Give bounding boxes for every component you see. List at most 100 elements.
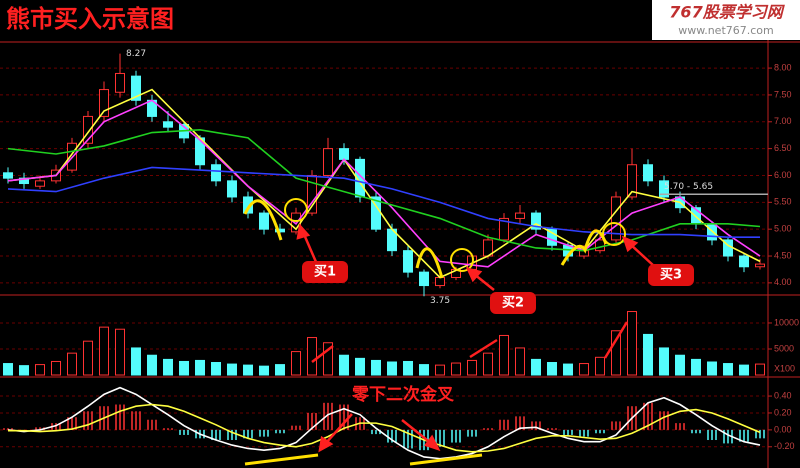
arrow-head	[621, 235, 639, 253]
candle-body	[3, 172, 13, 179]
volume-bar	[579, 363, 589, 376]
low-label: 3.75	[430, 296, 450, 306]
unit-label: X100	[774, 363, 795, 373]
arrow	[603, 321, 629, 359]
line-series	[7, 166, 760, 239]
volume-bar	[755, 363, 765, 376]
y-tick-label: 5.50	[774, 197, 792, 207]
candle-body	[243, 196, 253, 214]
candle-body	[227, 180, 237, 198]
arrows	[296, 223, 655, 453]
candle-body	[499, 217, 509, 241]
volume-bar	[547, 362, 557, 376]
y-tick-label: 8.00	[774, 62, 792, 72]
candle-body	[611, 196, 621, 241]
yellow-underline	[409, 453, 483, 466]
candle-body	[35, 180, 45, 187]
candle-body	[547, 228, 557, 246]
volume-bar	[499, 334, 509, 376]
volume-bar	[387, 361, 397, 376]
y-tick-label: 0.20	[774, 407, 792, 417]
yellow-arc	[415, 247, 444, 279]
yellow-circle	[284, 198, 308, 222]
candle-body	[259, 212, 269, 230]
volume-bar	[259, 365, 269, 376]
volume-bar	[307, 337, 317, 376]
yellow-arc	[243, 199, 283, 241]
volume-bar	[371, 359, 381, 376]
volume-bar	[339, 354, 349, 376]
volume-bar	[115, 328, 125, 376]
yellow-arc	[560, 229, 608, 266]
candle-body	[115, 72, 125, 93]
line-series	[7, 386, 761, 460]
candle-body	[419, 271, 429, 287]
arrow-head	[423, 434, 441, 452]
candle-body	[83, 115, 93, 144]
volume-bar	[147, 354, 157, 376]
yellow-circle	[450, 248, 474, 272]
volume-bar	[675, 354, 685, 376]
volume-bar	[323, 342, 333, 376]
candle-body	[739, 255, 749, 268]
candle-body	[659, 180, 669, 198]
volume-bar	[291, 351, 301, 376]
plot-area: 4.00 4.50 5.00 5.50 6.00 6.50 7.00 7.50 8.00 8.27…	[0, 40, 800, 468]
candle-body	[19, 177, 29, 185]
volume-bar	[243, 364, 253, 376]
watermark-url: www.net767.com	[678, 24, 774, 37]
volume-bar	[643, 333, 653, 376]
buy-label: 买3	[660, 268, 682, 283]
label-box	[302, 261, 348, 283]
candle-body	[755, 263, 765, 268]
volume-bar	[707, 361, 717, 376]
yellow-underline	[244, 453, 319, 466]
arrow	[401, 419, 433, 445]
volume-bar	[723, 363, 733, 376]
arrow-head	[296, 223, 311, 240]
label-box	[490, 292, 536, 314]
candle-body	[403, 250, 413, 273]
candle-body	[163, 121, 173, 128]
buy-label: 买2	[502, 296, 524, 311]
line-series	[8, 403, 761, 453]
volume-bar	[483, 352, 493, 376]
watermark-site: 767股票学习网	[669, 3, 785, 22]
y-tick-label: 7.50	[774, 89, 792, 99]
candle-body	[435, 277, 445, 287]
volume-bar	[531, 358, 541, 376]
volume-bar	[515, 347, 525, 376]
y-tick-label: 7.00	[774, 116, 792, 126]
candle-body	[275, 228, 285, 233]
arrow	[324, 413, 353, 445]
y-tick-label: 6.50	[774, 143, 792, 153]
volume-bar	[659, 347, 669, 376]
volume-bar	[355, 357, 365, 376]
volume-bar	[3, 363, 13, 376]
volume-bar	[19, 365, 29, 376]
arrow-head	[318, 435, 334, 453]
y-tick-label: 5.00	[774, 224, 792, 234]
candle-body	[643, 164, 653, 182]
volume-bar	[467, 359, 477, 376]
y-tick-label: 0.40	[774, 390, 792, 400]
candle-body	[355, 158, 365, 198]
volume-bar	[419, 364, 429, 376]
candle-body	[211, 164, 221, 182]
price-line-label: 5.70 - 5.65	[664, 182, 713, 192]
candle-body	[99, 89, 109, 117]
volume-bar	[67, 352, 77, 376]
candle-body	[323, 148, 333, 176]
label-box	[648, 264, 694, 286]
y-tick-label: 4.50	[774, 250, 792, 260]
buy-label: 买1	[314, 265, 336, 280]
volume-bar	[227, 363, 237, 376]
volume-bar	[99, 326, 109, 376]
volume-bar	[451, 362, 461, 376]
y-tick-label: 5000	[774, 343, 794, 353]
y-tick-label: -0.20	[774, 441, 795, 451]
volume-bar	[611, 330, 621, 376]
volume-bar	[691, 358, 701, 376]
volume-bar	[51, 360, 61, 376]
